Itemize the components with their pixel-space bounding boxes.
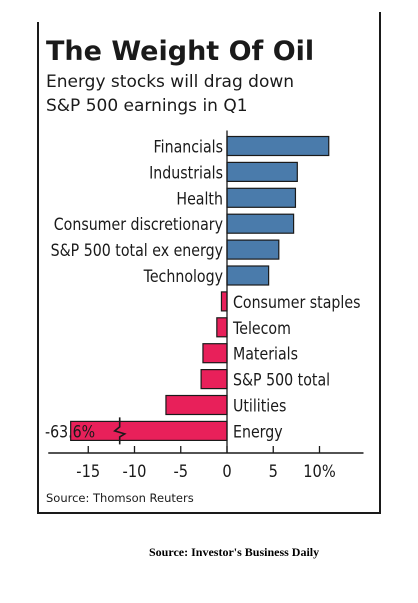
bar-industrials: [226, 161, 298, 182]
axis-break-mark: [113, 417, 127, 445]
bar-s-p-500-total: [200, 369, 228, 390]
category-label: Consumer discretionary: [54, 215, 223, 234]
bar-utilities: [165, 394, 228, 416]
bar-materials: [202, 343, 228, 364]
x-tick-label: 0: [222, 461, 231, 481]
category-label: Health: [176, 189, 223, 208]
category-label: Consumer staples: [233, 293, 360, 312]
category-label: Materials: [233, 345, 298, 364]
bar-s-p-500-total-ex-energy: [226, 239, 280, 260]
bar-health: [226, 187, 297, 208]
x-tick-label: -15: [76, 461, 100, 481]
x-tick-label: 5: [269, 461, 278, 481]
bar-technology: [226, 265, 270, 286]
category-label: S&P 500 total ex energy: [51, 241, 223, 260]
category-label: Energy: [233, 422, 283, 441]
publisher-credit: Source: Investor's Business Daily: [149, 545, 319, 559]
chart-subtitle-line2: S&P 500 earnings in Q1: [46, 96, 248, 116]
bar-financials: [226, 135, 330, 157]
data-label: -63.6%: [45, 422, 95, 441]
category-label: Technology: [143, 267, 223, 286]
category-label: Telecom: [232, 319, 291, 338]
category-label: Utilities: [233, 396, 286, 415]
x-tick-label: 10%: [303, 461, 335, 481]
category-label: Financials: [154, 137, 223, 156]
category-label: S&P 500 total: [233, 371, 330, 390]
bar-telecom: [216, 317, 228, 338]
source-note: Source: Thomson Reuters: [46, 491, 194, 505]
bar-consumer-staples: [220, 291, 228, 312]
x-tick-label: -5: [173, 461, 188, 481]
category-label: Industrials: [149, 163, 223, 182]
chart-title: The Weight Of Oil: [46, 36, 314, 67]
x-tick-label: -10: [123, 461, 147, 481]
chart-subtitle-line1: Energy stocks will drag down: [46, 72, 294, 92]
plot-area: Financials Industrials Health Consumer disc…: [45, 130, 364, 481]
bar-consumer-discretionary: [226, 213, 295, 234]
